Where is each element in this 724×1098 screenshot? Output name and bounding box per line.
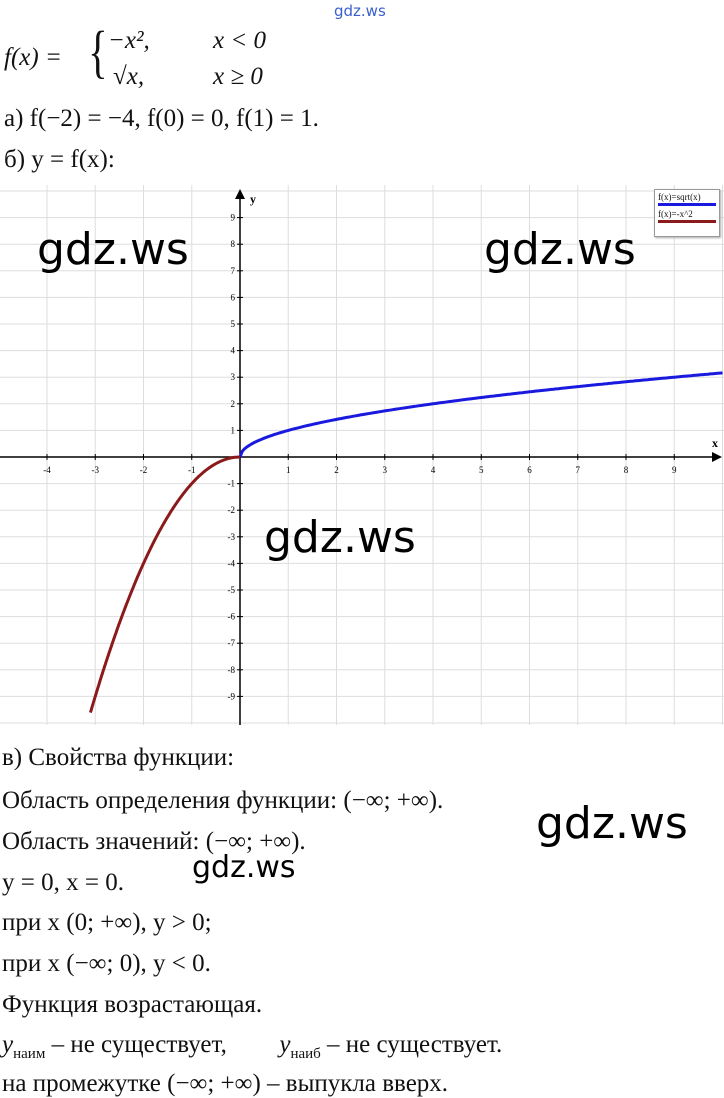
y-tick-label: 8 xyxy=(231,239,236,249)
brace: { xyxy=(88,19,108,84)
ymin-symbol: y xyxy=(2,1031,14,1058)
y-tick-label: 9 xyxy=(231,213,236,223)
x-axis-label: x xyxy=(712,436,718,450)
y-tick-label: -5 xyxy=(228,585,236,595)
y-tick-label: 6 xyxy=(231,292,236,302)
series-line-0 xyxy=(238,371,723,458)
ymax-sub: наиб xyxy=(290,1046,321,1062)
legend: f(x)=sqrt(x) f(x)=-x^2 xyxy=(654,189,720,237)
x-tick-label: 1 xyxy=(286,465,291,475)
x-tick-label: 6 xyxy=(527,465,532,475)
x-tick-label: 8 xyxy=(624,465,629,475)
y-tick-label: -7 xyxy=(228,638,236,648)
ymax-text: – не существует. xyxy=(320,1031,503,1058)
case1-cond: x < 0 xyxy=(213,27,266,54)
function-lhs: f(x) = xyxy=(4,44,62,71)
y-tick-label: -8 xyxy=(228,665,236,675)
y-tick-label: 2 xyxy=(231,399,236,409)
series-line-1 xyxy=(88,455,240,714)
case2-cond: x ≥ 0 xyxy=(213,63,263,90)
watermark-top: gdz.ws xyxy=(334,2,386,20)
properties-title: в) Свойства функции: xyxy=(2,744,235,771)
part-b: б) y = f(x): xyxy=(4,146,115,173)
watermark: gdz.ws xyxy=(536,798,688,849)
y-tick-label: 5 xyxy=(231,319,236,329)
y-tick-label: -6 xyxy=(228,612,236,622)
x-axis-arrow xyxy=(712,452,722,462)
x-tick-label: 4 xyxy=(431,465,436,475)
watermark: gdz.ws xyxy=(192,850,296,885)
legend-swatch-neg-square xyxy=(658,220,716,223)
y-tick-label: 3 xyxy=(231,372,236,382)
part-a: а) f(−2) = −4, f(0) = 0, f(1) = 1. xyxy=(4,105,319,132)
legend-entry-sqrt: f(x)=sqrt(x) xyxy=(658,192,701,202)
y-tick-label: -1 xyxy=(228,479,236,489)
y-tick-label: 1 xyxy=(231,425,236,435)
property-negative: при x (−∞; 0), y < 0. xyxy=(2,950,211,977)
y-tick-label: 7 xyxy=(231,266,236,276)
property-extrema: yнаим – не существует, yнаиб – не сущест… xyxy=(2,1031,502,1063)
x-tick-label: -1 xyxy=(188,465,196,475)
property-zeros: y = 0, x = 0. xyxy=(2,869,124,896)
x-tick-label: 2 xyxy=(334,465,339,475)
property-range: Область значений: (−∞; +∞). xyxy=(2,828,306,855)
ymin-sub: наим xyxy=(13,1046,46,1062)
y-axis-label: y xyxy=(250,192,256,206)
y-tick-label: -9 xyxy=(228,691,236,701)
legend-entry-neg-square: f(x)=-x^2 xyxy=(658,209,693,219)
y-axis-arrow xyxy=(235,189,245,199)
x-tick-label: 5 xyxy=(479,465,484,475)
case2-expr: √x, xyxy=(113,63,145,90)
ymin-text: – не существует, xyxy=(45,1031,227,1058)
y-tick-label: -2 xyxy=(228,505,236,515)
property-positive: при x (0; +∞), y > 0; xyxy=(2,909,212,936)
x-tick-label: -3 xyxy=(92,465,100,475)
watermark: gdz.ws xyxy=(484,224,636,275)
property-convexity: на промежутке (−∞; +∞) – выпукла вверх. xyxy=(2,1070,449,1097)
ymax-symbol: y xyxy=(279,1031,291,1058)
x-tick-label: 7 xyxy=(576,465,581,475)
property-domain: Область определения функции: (−∞; +∞). xyxy=(2,787,444,814)
watermark: gdz.ws xyxy=(264,512,416,563)
x-tick-label: -4 xyxy=(43,465,51,475)
legend-swatch-sqrt xyxy=(658,203,716,206)
y-tick-label: -4 xyxy=(228,558,236,568)
y-tick-label: -3 xyxy=(228,532,236,542)
watermark: gdz.ws xyxy=(37,224,189,275)
case1-expr: −x², xyxy=(108,27,150,54)
x-tick-label: -2 xyxy=(140,465,148,475)
y-tick-label: 4 xyxy=(231,346,236,356)
x-tick-label: 3 xyxy=(383,465,388,475)
function-graph: x y -4 -3 -2 -1 1 2 3 4 5 6 7 8 9 -9 -8 -7 -6 -5 -4 -3 -2 -1 1 2 3… xyxy=(0,185,724,725)
property-monotonic: Функция возрастающая. xyxy=(2,991,263,1018)
x-tick-label: 9 xyxy=(672,465,677,475)
